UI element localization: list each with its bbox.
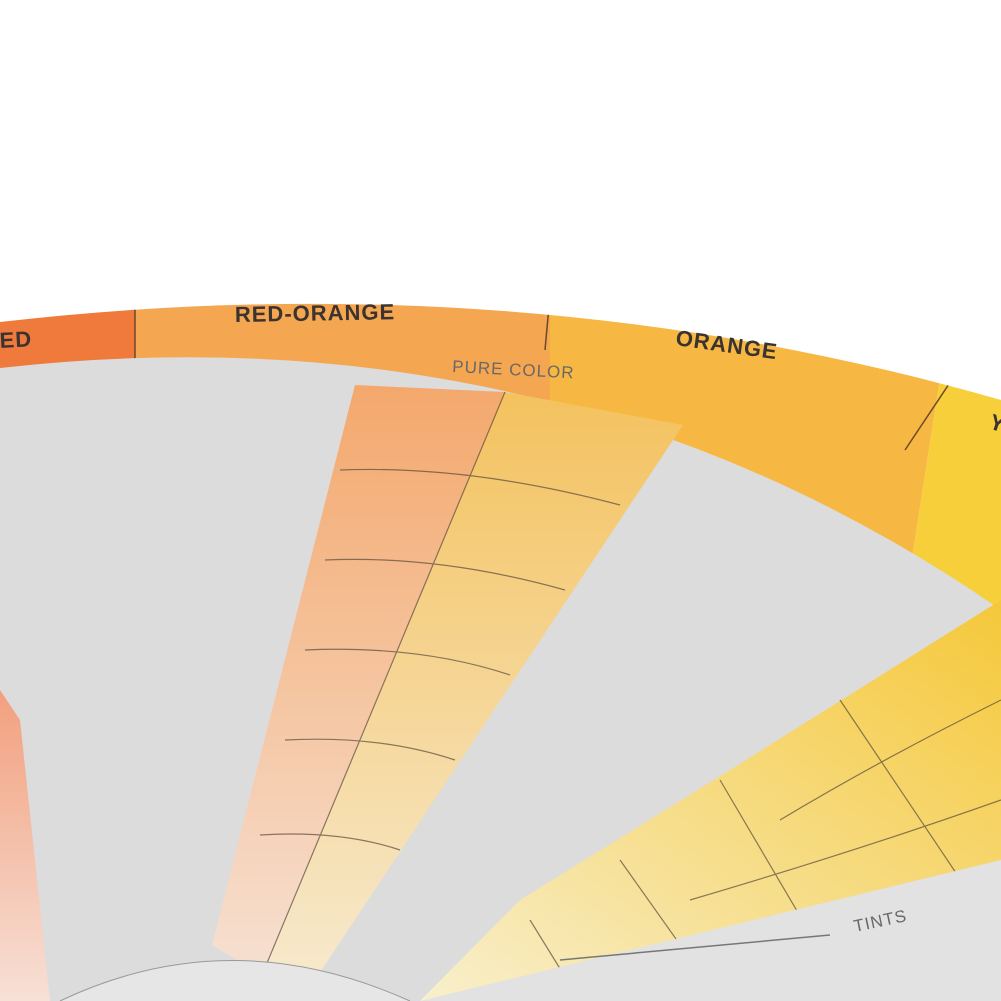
window-orange: [212, 385, 505, 975]
band-label: RED-ORANGE: [235, 299, 396, 327]
window-grid: [259, 391, 621, 976]
tints-rule: [559, 934, 831, 961]
hub: [59, 960, 411, 1001]
inner-disk: [420, 860, 1001, 1001]
window-yellow-grid: [529, 699, 1001, 1001]
band-label: ED: [0, 326, 33, 353]
window-red: [0, 690, 50, 1001]
window-yellow-orange: [262, 392, 683, 995]
